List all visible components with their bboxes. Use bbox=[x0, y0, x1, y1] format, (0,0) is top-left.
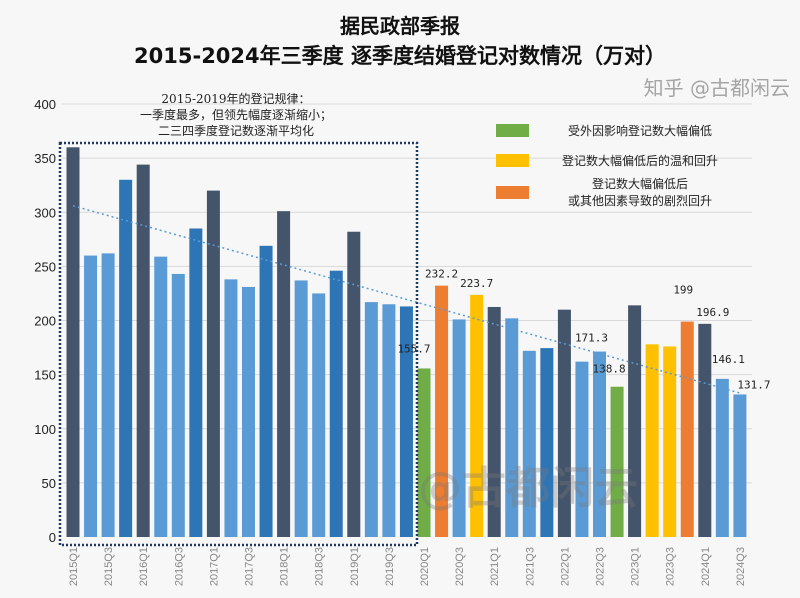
bar-2015Q2 bbox=[84, 255, 98, 538]
x-tick-label: 2021Q1 bbox=[489, 547, 501, 586]
watermark-center: @古都闲云 bbox=[418, 463, 638, 514]
x-tick-label: 2020Q1 bbox=[419, 547, 431, 586]
bar-2024Q2 bbox=[715, 378, 729, 537]
x-tick-label: 2023Q3 bbox=[665, 547, 677, 586]
bar-2019Q1 bbox=[347, 231, 361, 538]
bar-2018Q4 bbox=[329, 270, 343, 537]
bar-2023Q3 bbox=[663, 346, 677, 537]
bar-2017Q4 bbox=[259, 245, 273, 537]
x-tick-label: 2019Q1 bbox=[349, 547, 361, 586]
data-label: 155.7 bbox=[397, 342, 430, 355]
bar-2020Q3 bbox=[452, 319, 466, 537]
bar-2020Q4 bbox=[470, 294, 484, 537]
x-tick-label: 2017Q3 bbox=[244, 547, 256, 586]
bar-2015Q1 bbox=[66, 147, 80, 538]
x-tick-label: 2021Q3 bbox=[524, 547, 536, 586]
x-tick-label: 2023Q1 bbox=[630, 547, 642, 586]
y-tick-label: 350 bbox=[34, 151, 56, 166]
y-tick-label: 100 bbox=[34, 422, 56, 437]
bar-2016Q1 bbox=[136, 164, 150, 537]
bar-2019Q2 bbox=[364, 302, 378, 537]
x-tick-label: 2024Q3 bbox=[735, 547, 747, 586]
y-tick-label: 400 bbox=[34, 97, 56, 112]
bar-2018Q1 bbox=[277, 211, 291, 538]
x-tick-label: 2016Q3 bbox=[173, 547, 185, 586]
legend-swatch-sharp bbox=[496, 186, 529, 199]
y-tick-label: 150 bbox=[34, 368, 56, 383]
bar-2022Q3 bbox=[593, 351, 606, 537]
y-tick-label: 200 bbox=[34, 314, 56, 329]
data-label: 138.8 bbox=[592, 363, 625, 376]
x-tick-label: 2018Q3 bbox=[314, 547, 326, 586]
data-label: 171.3 bbox=[575, 332, 608, 345]
bar-2022Q1 bbox=[557, 309, 571, 537]
x-tick-label: 2017Q1 bbox=[208, 547, 220, 586]
x-tick-label: 2019Q3 bbox=[384, 547, 396, 586]
bar-2020Q2 bbox=[435, 285, 449, 537]
annotation-text: 二三四季度登记数逐渐平均化 bbox=[158, 123, 314, 138]
x-tick-label: 2020Q3 bbox=[454, 547, 466, 586]
chart-subtitle: 2015-2024年三季度 逐季度结婚登记对数情况（万对） bbox=[134, 44, 666, 68]
data-label: 232.2 bbox=[425, 268, 458, 281]
bar-2019Q3 bbox=[382, 304, 396, 537]
bar-2021Q1 bbox=[487, 306, 501, 537]
bar-2018Q2 bbox=[294, 280, 308, 537]
bar-2022Q4 bbox=[610, 386, 624, 537]
trendline bbox=[72, 205, 741, 394]
x-tick-label: 2016Q1 bbox=[138, 547, 150, 586]
bar-2015Q4 bbox=[119, 179, 133, 537]
x-tick-label: 2015Q3 bbox=[103, 547, 115, 586]
bar-2017Q3 bbox=[242, 286, 255, 537]
x-tick-label: 2018Q1 bbox=[279, 547, 291, 586]
bar-2023Q2 bbox=[645, 344, 659, 537]
bar-2023Q4 bbox=[680, 321, 694, 537]
annotation-text: 一季度最多，但领先幅度逐渐缩小； bbox=[140, 107, 332, 122]
data-label: 196.9 bbox=[696, 306, 729, 319]
bar-2016Q2 bbox=[154, 256, 168, 537]
legend-label: 或其他因素导致的剧烈回升 bbox=[568, 193, 712, 208]
legend-label: 登记数大幅偏低后 bbox=[592, 176, 688, 191]
bar-2024Q3 bbox=[733, 394, 747, 537]
x-tick-label: 2015Q1 bbox=[68, 547, 80, 586]
bar-2020Q1 bbox=[417, 368, 431, 537]
y-tick-label: 50 bbox=[42, 476, 56, 491]
watermark-corner: 知乎 @古都闲云 bbox=[643, 76, 790, 100]
data-label: 146.1 bbox=[712, 353, 745, 366]
y-tick-label: 300 bbox=[34, 205, 56, 220]
x-tick-label: 2024Q1 bbox=[700, 547, 712, 586]
legend-swatch-low bbox=[496, 124, 529, 137]
bar-2016Q3 bbox=[171, 273, 185, 537]
bar-2016Q4 bbox=[189, 228, 203, 538]
bar-2024Q1 bbox=[698, 323, 712, 537]
legend-label: 登记数大幅偏低后的温和回升 bbox=[562, 153, 718, 168]
legend-label: 受外因影响登记数大幅偏低 bbox=[568, 123, 712, 138]
bar-2017Q1 bbox=[206, 190, 220, 537]
bar-2017Q2 bbox=[224, 279, 238, 537]
bar-2021Q2 bbox=[505, 318, 519, 537]
bar-2021Q4 bbox=[540, 348, 554, 537]
bar-2015Q3 bbox=[101, 253, 115, 537]
x-tick-label: 2022Q1 bbox=[559, 547, 571, 586]
bar-2019Q4 bbox=[399, 306, 413, 537]
annotation-text: 2015-2019年的登记规律： bbox=[161, 91, 310, 106]
x-tick-label: 2022Q3 bbox=[595, 547, 607, 586]
bar-2018Q3 bbox=[312, 293, 326, 537]
chart-title: 据民政部季报 bbox=[340, 14, 460, 38]
legend-swatch-mild bbox=[496, 154, 529, 167]
data-label: 131.7 bbox=[737, 378, 770, 391]
highlight-box-2015-2019 bbox=[58, 141, 419, 547]
bar-2022Q2 bbox=[575, 361, 589, 537]
y-tick-label: 0 bbox=[49, 530, 56, 545]
bar-2021Q3 bbox=[522, 350, 536, 537]
data-label: 223.7 bbox=[460, 277, 493, 290]
data-label: 199 bbox=[673, 284, 693, 297]
y-tick-label: 250 bbox=[34, 259, 56, 274]
